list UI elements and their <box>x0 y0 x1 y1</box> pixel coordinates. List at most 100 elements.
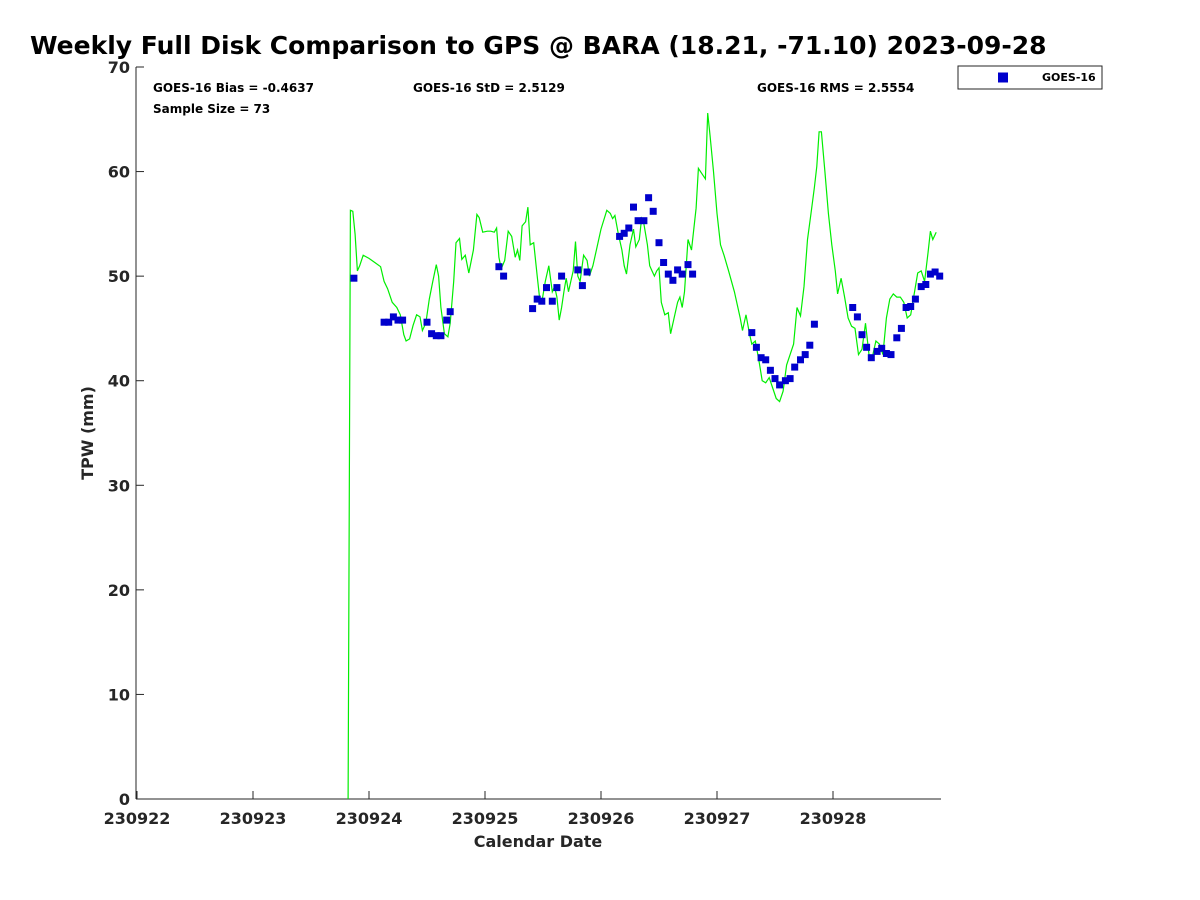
goes16-point <box>630 203 637 211</box>
goes16-point <box>616 232 624 240</box>
goes16-point <box>781 377 789 385</box>
goes16-point <box>578 282 586 290</box>
goes16-point <box>500 272 508 280</box>
goes16-point <box>902 304 910 311</box>
goes16-point <box>849 304 857 311</box>
x-tick-label: 230923 <box>220 809 287 828</box>
y-tick-label: 0 <box>119 790 130 809</box>
goes16-point <box>385 318 393 326</box>
goes16-point <box>748 329 756 337</box>
x-tick-label: 230925 <box>452 809 519 828</box>
goes16-point <box>649 207 657 215</box>
goes16-point <box>432 332 440 340</box>
goes16-point <box>669 276 677 284</box>
gps-series-line <box>347 112 937 800</box>
x-axis-label: Calendar Date <box>474 832 603 851</box>
y-tick-label: 30 <box>108 476 130 495</box>
goes16-point <box>893 334 901 342</box>
goes16-point <box>887 351 895 359</box>
goes16-point <box>863 343 871 351</box>
goes16-point <box>684 261 692 269</box>
plot-area: 0 10 20 30 40 50 60 70 230922 230923 230924 230925… <box>104 58 944 828</box>
goes16-point <box>443 316 451 324</box>
goes16-point <box>867 354 875 362</box>
goes16-point <box>776 381 784 389</box>
goes16-point <box>437 332 445 340</box>
std-stat: GOES-16 StD = 2.5129 <box>413 81 565 95</box>
goes16-point <box>446 308 454 316</box>
legend-goes16-marker <box>998 72 1008 83</box>
goes16-point <box>936 272 944 280</box>
goes16-point <box>689 270 697 278</box>
goes16-point <box>548 297 556 305</box>
x-tick-label: 230927 <box>684 809 751 828</box>
rms-stat: GOES-16 RMS = 2.5554 <box>757 81 914 95</box>
goes16-point <box>762 356 770 364</box>
legend-goes16-label: GOES-16 <box>1042 71 1096 84</box>
goes16-point <box>538 297 546 305</box>
goes16-point <box>640 217 648 225</box>
goes16-point <box>394 316 402 324</box>
goes16-point <box>931 268 939 276</box>
goes16-point <box>922 281 930 288</box>
goes16-point <box>423 318 431 326</box>
goes16-point <box>882 350 890 357</box>
goes16-point <box>678 270 686 278</box>
x-axis-ticks: 230922 230923 230924 230925 230926 230927 2309… <box>104 791 867 828</box>
goes16-point <box>543 284 550 292</box>
goes16-point <box>495 263 503 271</box>
y-axis-label: TPW (mm) <box>78 386 97 480</box>
goes16-point <box>350 274 358 282</box>
y-tick-label: 40 <box>108 372 130 391</box>
goes16-point <box>380 318 388 326</box>
sample-size-stat: Sample Size = 73 <box>153 102 270 116</box>
y-tick-label: 10 <box>108 685 130 704</box>
goes16-point <box>907 303 915 310</box>
goes16-point <box>897 324 905 332</box>
goes16-point <box>399 316 407 324</box>
legend-box <box>957 65 1103 90</box>
goes16-point <box>752 343 760 351</box>
x-tick-label: 230922 <box>104 809 171 828</box>
goes16-point <box>655 239 663 247</box>
goes16-point <box>873 347 881 355</box>
goes16-point <box>634 217 642 225</box>
goes16-point <box>529 305 537 313</box>
y-tick-label: 60 <box>108 163 130 182</box>
goes16-point <box>801 351 809 359</box>
goes16-point <box>625 224 633 232</box>
goes16-point <box>766 366 774 374</box>
x-tick-label: 230928 <box>800 809 867 828</box>
x-tick-label: 230924 <box>336 809 403 828</box>
goes16-point <box>389 313 397 321</box>
goes16-point <box>926 270 934 278</box>
goes16-point <box>558 272 566 280</box>
legend: GOES-16 <box>957 65 1103 90</box>
goes16-point <box>574 266 582 274</box>
bias-stat: GOES-16 Bias = -0.4637 <box>153 81 314 95</box>
goes16-point <box>757 354 765 362</box>
goes16-point <box>645 194 653 202</box>
goes16-point <box>771 375 779 383</box>
y-axis-ticks: 0 10 20 30 40 50 60 70 <box>108 58 144 809</box>
goes16-point <box>660 259 668 266</box>
goes16-point <box>553 284 561 292</box>
y-tick-label: 50 <box>108 267 130 286</box>
goes16-point <box>858 331 866 339</box>
x-tick-label: 230926 <box>568 809 635 828</box>
goes16-point <box>853 313 861 321</box>
goes16-point <box>917 283 925 291</box>
series-layer <box>347 112 944 800</box>
goes16-point <box>806 341 814 349</box>
y-tick-label: 20 <box>108 581 130 600</box>
goes16-point <box>791 363 799 371</box>
goes16-point <box>620 229 628 237</box>
goes16-point <box>583 268 591 276</box>
axes-frame <box>136 67 941 799</box>
goes16-point <box>428 330 436 338</box>
goes16-point <box>810 320 818 328</box>
goes16-point <box>911 295 919 303</box>
goes16-point <box>664 270 672 278</box>
y-tick-label: 70 <box>108 58 130 77</box>
